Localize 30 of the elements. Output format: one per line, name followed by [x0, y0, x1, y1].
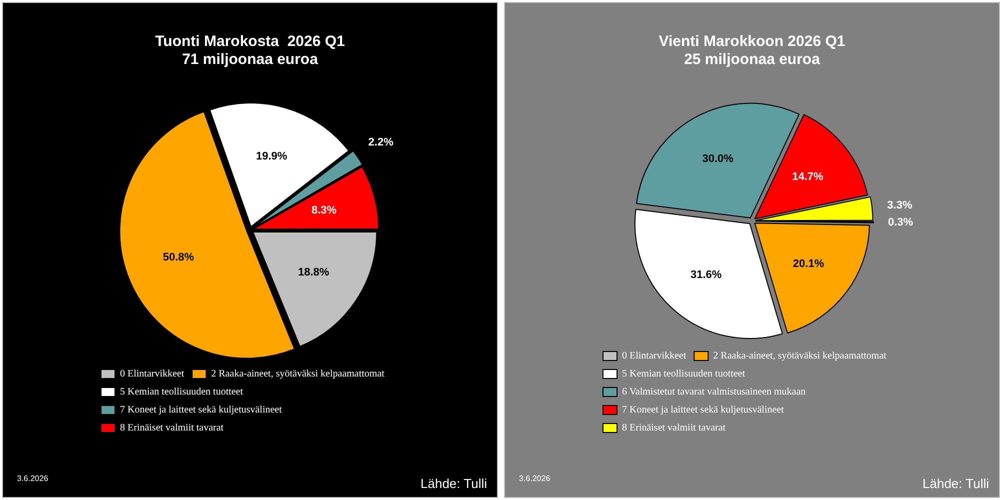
legend-label: 7 Koneet ja laitteet sekä kuljetusvälineet	[622, 404, 784, 416]
data-label: 20.1%	[792, 258, 824, 270]
chart-title: Tuonti Marokosta 2026 Q1	[155, 33, 345, 50]
data-label: 18.8%	[298, 266, 330, 279]
data-label: 3.3%	[887, 200, 912, 212]
text: Lähde: Tulli	[420, 476, 487, 491]
chart-title: Vienti Marokkoon 2026 Q1	[658, 33, 846, 50]
legend-label: 7 Koneet ja laitteet sekä kuljetusvälineet	[120, 404, 282, 416]
data-label: 0.3%	[888, 216, 914, 228]
text: 3.6.2026	[17, 474, 48, 483]
chart-subtitle: 25 miljoonaa euroa	[684, 51, 821, 68]
legend-label: 5 Kemian teollisuuden tuotteet	[622, 368, 746, 380]
text: 3.6.2026	[519, 474, 550, 483]
data-label: 50.8%	[162, 251, 194, 264]
data-label: 14.7%	[792, 170, 824, 183]
legend-label: 0 Elintarvikkeet	[120, 368, 184, 380]
legend-label: 6 Valmistetut tavarat valmistusaineen mukaan	[622, 386, 806, 398]
data-label: 8.3%	[311, 204, 337, 216]
data-label: 2.2%	[368, 136, 394, 148]
legend-label: 2 Raaka-aineet, syötäväksi kelpaamattomat	[713, 350, 887, 362]
legend-label: 0 Elintarvikkeet	[622, 350, 686, 362]
chart-subtitle: 71 miljoonaa euroa	[182, 51, 319, 68]
data-label: 19.9%	[256, 150, 288, 163]
legend-label: 8 Erinäiset valmiit tavarat	[120, 422, 224, 434]
legend-label: 5 Kemian teollisuuden tuotteet	[120, 386, 244, 398]
data-label: 31.6%	[690, 269, 722, 282]
legend-label: 8 Erinäiset valmiit tavarat	[622, 422, 726, 434]
legend-label: 2 Raaka-aineet, syötäväksi kelpaamattomat	[211, 368, 385, 380]
data-label: 30.0%	[702, 152, 734, 165]
text: Lähde: Tulli	[922, 476, 989, 491]
